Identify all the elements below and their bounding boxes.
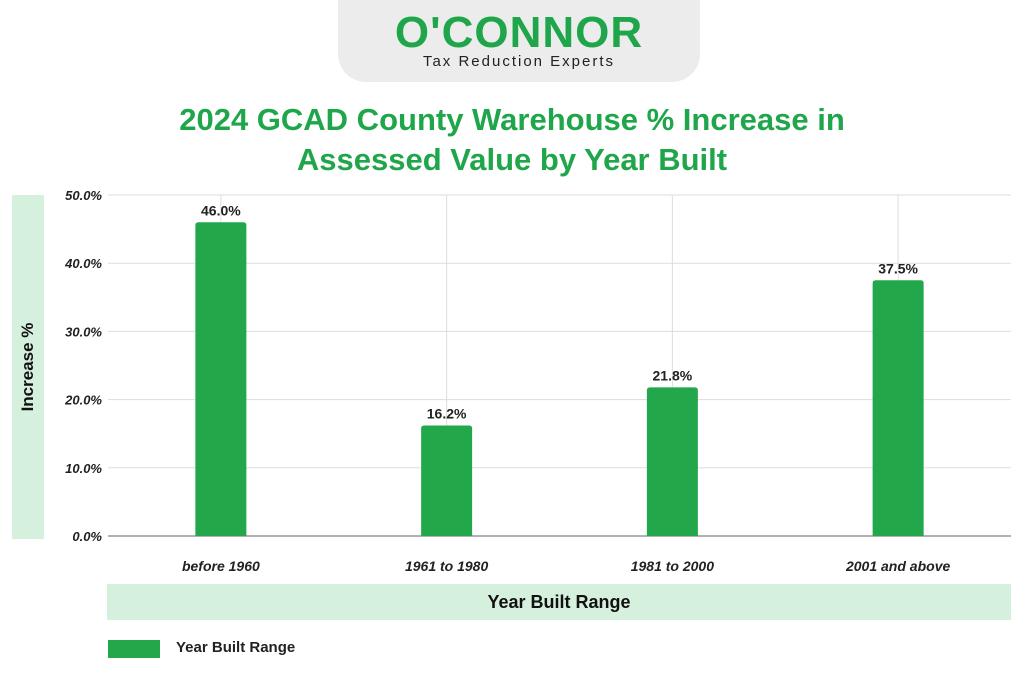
brand-tagline: Tax Reduction Experts [422,53,616,70]
logo-banner: O'CONNOR Tax Reduction Experts [338,0,700,82]
x-tick-label: 2001 and above [845,558,950,574]
y-tick-label: 20.0% [64,393,102,408]
data-label: 21.8% [653,367,693,383]
legend-swatch [108,640,160,658]
bar [421,425,473,536]
legend-label: Year Built Range [176,639,296,656]
bar [195,222,247,536]
x-tick-label: 1981 to 2000 [631,558,714,574]
y-tick-label: 40.0% [64,256,102,271]
data-label: 37.5% [878,260,918,276]
y-tick-label: 0.0% [72,529,102,544]
x-tick-label: before 1960 [182,558,260,574]
y-tick-label: 30.0% [65,324,102,339]
chart-title-line-1: 2024 GCAD County Warehouse % Increase in [179,102,845,137]
data-label: 16.2% [427,406,467,422]
x-tick-label: 1961 to 1980 [405,558,488,574]
chart-title-line-2: Assessed Value by Year Built [296,142,728,177]
chart-title: 2024 GCAD County Warehouse % Increase in… [0,100,1024,180]
y-tick-label: 10.0% [65,461,102,476]
bar [646,387,698,536]
y-tick-label: 50.0% [65,188,102,203]
x-axis-label: Year Built Range [107,584,1011,620]
brand-logo: O'CONNOR [394,8,644,57]
y-axis-label-band [12,195,44,539]
data-label: 46.0% [201,202,241,218]
bar [872,280,924,536]
